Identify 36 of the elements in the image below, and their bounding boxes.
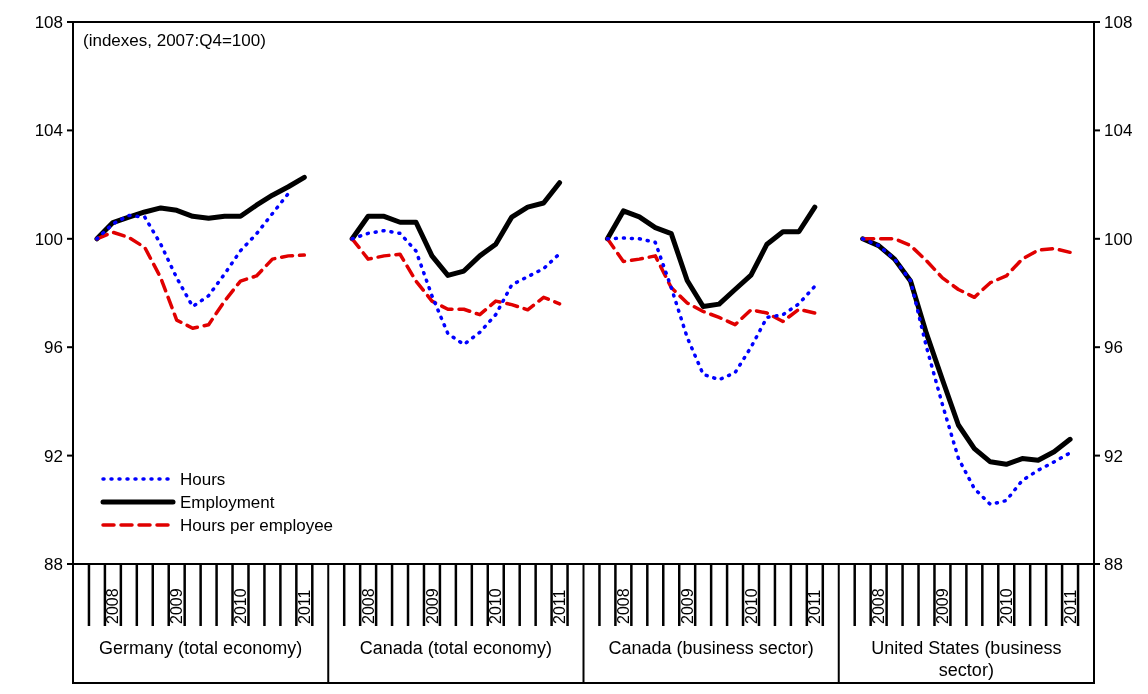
y-tick-label: 92 bbox=[44, 446, 63, 466]
x-tick-label: 2011 bbox=[551, 589, 569, 624]
x-tick-label: 2010 bbox=[487, 588, 505, 624]
legend-label: Employment bbox=[180, 492, 275, 512]
x-tick-label: 2010 bbox=[997, 588, 1015, 624]
x-tick-label: 2009 bbox=[423, 588, 441, 624]
annotation: (indexes, 2007:Q4=100) bbox=[83, 31, 266, 50]
text: Germany (total economy) bbox=[99, 638, 303, 658]
x-tick-label: 2011 bbox=[806, 589, 824, 624]
y-tick-label: 104 bbox=[34, 121, 63, 141]
x-tick-label: 2009 bbox=[934, 588, 952, 624]
x-tick-label: 2010 bbox=[742, 588, 760, 624]
y2-tick-label: 88 bbox=[1104, 554, 1123, 574]
x-tick-label: 2008 bbox=[870, 588, 888, 624]
x-tick-label: 2009 bbox=[678, 588, 696, 624]
x-tick-label: 2008 bbox=[359, 588, 377, 624]
text: Canada (total economy) bbox=[359, 638, 552, 658]
x-tick-label: 2009 bbox=[168, 588, 186, 624]
text: United States (business sector) bbox=[871, 638, 1062, 680]
y-tick-label: 108 bbox=[34, 12, 63, 32]
y2-tick-label: 92 bbox=[1104, 446, 1123, 466]
x-tick-label: 2008 bbox=[614, 588, 632, 624]
x-tick-label: 2011 bbox=[295, 589, 313, 624]
y-tick-label: 88 bbox=[44, 554, 63, 574]
text: Canada (business sector) bbox=[608, 638, 814, 658]
legend-label: Hours bbox=[180, 469, 226, 489]
y2-tick-label: 96 bbox=[1104, 338, 1123, 358]
x-tick-label: 2011 bbox=[1061, 589, 1079, 624]
x-tick-label: 2008 bbox=[104, 588, 122, 624]
y2-tick-label: 104 bbox=[1104, 121, 1133, 141]
y-tick-label: 100 bbox=[34, 229, 63, 249]
legend-label: Hours per employee bbox=[180, 515, 334, 535]
x-tick-label: 2010 bbox=[232, 588, 250, 624]
y-tick-label: 96 bbox=[44, 338, 63, 358]
y2-tick-label: 100 bbox=[1104, 229, 1133, 249]
y2-tick-label: 108 bbox=[1104, 12, 1133, 32]
